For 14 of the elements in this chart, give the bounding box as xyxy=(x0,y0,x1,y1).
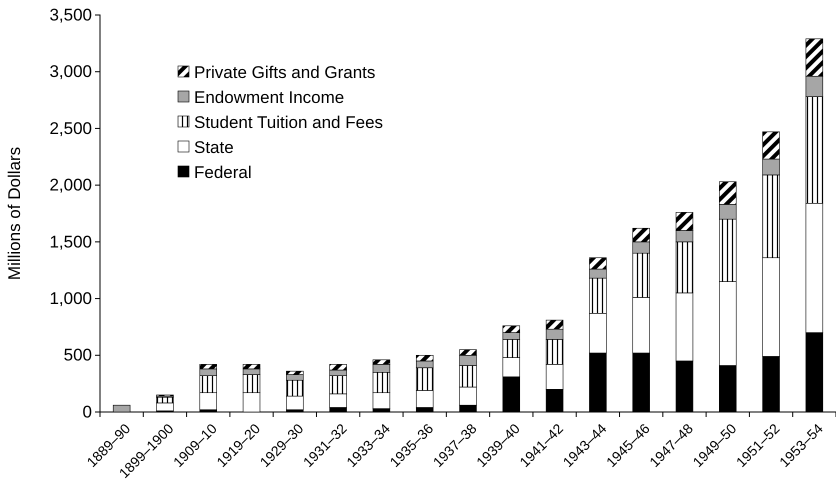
y-tick-label: 2,500 xyxy=(49,118,92,138)
y-tick-label: 3,500 xyxy=(49,5,92,24)
y-tick-label: 0 xyxy=(82,402,92,422)
legend-label: State xyxy=(194,138,234,157)
y-axis-title: Millions of Dollars xyxy=(5,146,24,280)
legend-label: Student Tuition and Fees xyxy=(194,112,384,132)
legend-label: Private Gifts and Grants xyxy=(194,62,376,82)
y-tick-label: 2,000 xyxy=(49,176,92,195)
y-tick-label: 1,000 xyxy=(49,289,92,308)
legend-label: Endowment Income xyxy=(194,88,344,107)
y-tick-label: 3,000 xyxy=(49,62,92,82)
y-tick-label: 500 xyxy=(64,346,92,365)
legend-label: Federal xyxy=(194,162,252,182)
y-tick-label: 1,500 xyxy=(49,232,92,252)
